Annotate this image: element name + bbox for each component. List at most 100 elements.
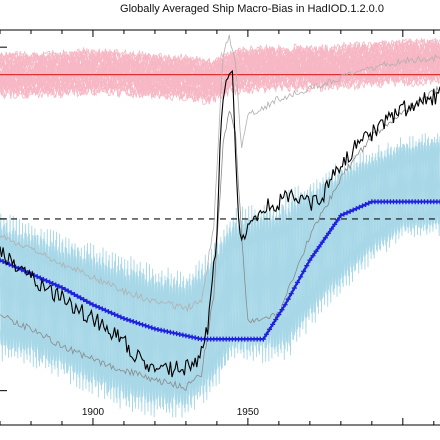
- blue-mean-marker: [133, 320, 139, 326]
- blue-mean-marker: [87, 300, 93, 306]
- blue-mean-marker: [186, 333, 192, 339]
- blue-mean-marker: [43, 278, 49, 284]
- blue-mean-marker: [96, 305, 102, 311]
- axes: 1900 1950: [0, 29, 440, 426]
- blue-mean-marker: [78, 295, 84, 301]
- blue-mean-marker: [267, 326, 273, 332]
- blue-mean-marker: [0, 257, 3, 263]
- blue-mean-marker: [102, 307, 108, 313]
- blue-mean-marker: [146, 324, 152, 330]
- blue-mean-marker: [366, 200, 372, 206]
- blue-mean-marker: [356, 204, 362, 210]
- blue-mean-marker: [130, 319, 136, 325]
- blue-mean-marker: [140, 322, 146, 328]
- blue-mean-marker: [301, 268, 307, 274]
- blue-mean-marker: [37, 275, 43, 281]
- blue-mean-marker: [313, 248, 319, 254]
- grey-ensemble-line-1: [0, 85, 440, 392]
- blue-mean-marker: [319, 239, 325, 245]
- blue-mean-marker: [158, 327, 164, 333]
- blue-mean-marker: [99, 306, 105, 312]
- blue-mean-marker: [344, 210, 350, 216]
- blue-mean-marker: [437, 199, 440, 205]
- blue-mean-marker: [316, 244, 322, 250]
- blue-mean-marker: [347, 208, 353, 214]
- blue-mean-marker: [112, 311, 118, 317]
- blue-mean-marker: [189, 334, 195, 340]
- blue-mean-marker: [0, 259, 6, 265]
- blue-mean-marker: [167, 329, 173, 335]
- blue-mean-marker: [62, 286, 68, 292]
- blue-mean-marker: [282, 302, 288, 308]
- blue-mean-marker: [161, 328, 167, 334]
- pink-ensemble-band: [0, 37, 440, 105]
- blue-ensemble-member: [0, 139, 440, 406]
- blue-mean-marker: [180, 332, 186, 338]
- blue-mean-marker: [74, 293, 80, 299]
- blue-mean-marker: [56, 283, 62, 289]
- blue-mean-marker: [143, 323, 149, 329]
- blue-mean-marker: [59, 285, 65, 291]
- blue-mean-marker: [84, 298, 90, 304]
- blue-mean-marker: [171, 330, 177, 336]
- blue-mean-marker: [360, 203, 366, 209]
- blue-mean-marker: [298, 274, 304, 280]
- blue-mean-marker: [192, 335, 198, 341]
- blue-mean-marker: [90, 302, 96, 308]
- pink-ensemble-member: [0, 48, 440, 85]
- pink-ensemble-member: [0, 65, 440, 102]
- blue-mean-marker: [19, 267, 25, 273]
- blue-mean-marker: [50, 280, 56, 286]
- blue-mean-marker: [93, 303, 99, 309]
- x-tick-label: 1900: [82, 407, 105, 418]
- blue-mean-marker: [174, 331, 180, 337]
- blue-mean-marker: [105, 309, 111, 315]
- blue-mean-marker: [276, 312, 282, 318]
- grey-ensemble-line-2: [0, 34, 440, 313]
- blue-mean-marker: [65, 288, 71, 294]
- blue-mean-marker: [152, 326, 158, 332]
- blue-mean-marker: [183, 333, 189, 339]
- blue-mean-marker: [149, 325, 155, 331]
- blue-mean-marker: [332, 221, 338, 227]
- blue-mean-series: [0, 199, 440, 342]
- plot-area: [0, 34, 440, 418]
- blue-mean-marker: [127, 318, 133, 324]
- blue-mean-marker: [363, 201, 369, 207]
- blue-mean-marker: [304, 263, 310, 269]
- blue-mean-marker: [310, 253, 316, 259]
- blue-mean-marker: [177, 331, 183, 337]
- blue-mean-marker: [195, 335, 201, 341]
- pink-ensemble-member: [0, 37, 440, 74]
- blue-mean-marker: [341, 211, 347, 217]
- blue-mean-marker: [273, 317, 279, 323]
- blue-mean-marker: [291, 285, 297, 291]
- pink-ensemble-member: [0, 41, 440, 77]
- blue-mean-marker: [109, 310, 115, 316]
- blue-ensemble-band: [0, 133, 440, 418]
- blue-mean-marker: [68, 290, 74, 296]
- x-tick-label: 1950: [237, 407, 260, 418]
- black-central-line: [0, 69, 440, 378]
- blue-mean-marker: [124, 317, 130, 323]
- blue-mean-marker: [322, 235, 328, 241]
- blue-mean-marker: [81, 297, 87, 303]
- blue-mean-marker: [335, 217, 341, 223]
- blue-mean-marker: [279, 307, 285, 313]
- blue-mean-marker: [270, 321, 276, 327]
- blue-mean-marker: [47, 279, 53, 285]
- blue-mean-marker: [155, 327, 161, 333]
- blue-mean-marker: [325, 230, 331, 236]
- blue-mean-marker: [329, 226, 335, 232]
- blue-mean-marker: [136, 321, 142, 327]
- blue-mean-marker: [294, 279, 300, 285]
- blue-mean-marker: [164, 329, 170, 335]
- blue-mean-marker: [263, 331, 269, 337]
- blue-mean-marker: [121, 316, 127, 322]
- blue-mean-marker: [115, 313, 121, 319]
- blue-mean-marker: [118, 314, 124, 320]
- blue-mean-marker: [71, 291, 77, 297]
- pink-ensemble-member: [0, 64, 440, 99]
- blue-mean-marker: [338, 212, 344, 218]
